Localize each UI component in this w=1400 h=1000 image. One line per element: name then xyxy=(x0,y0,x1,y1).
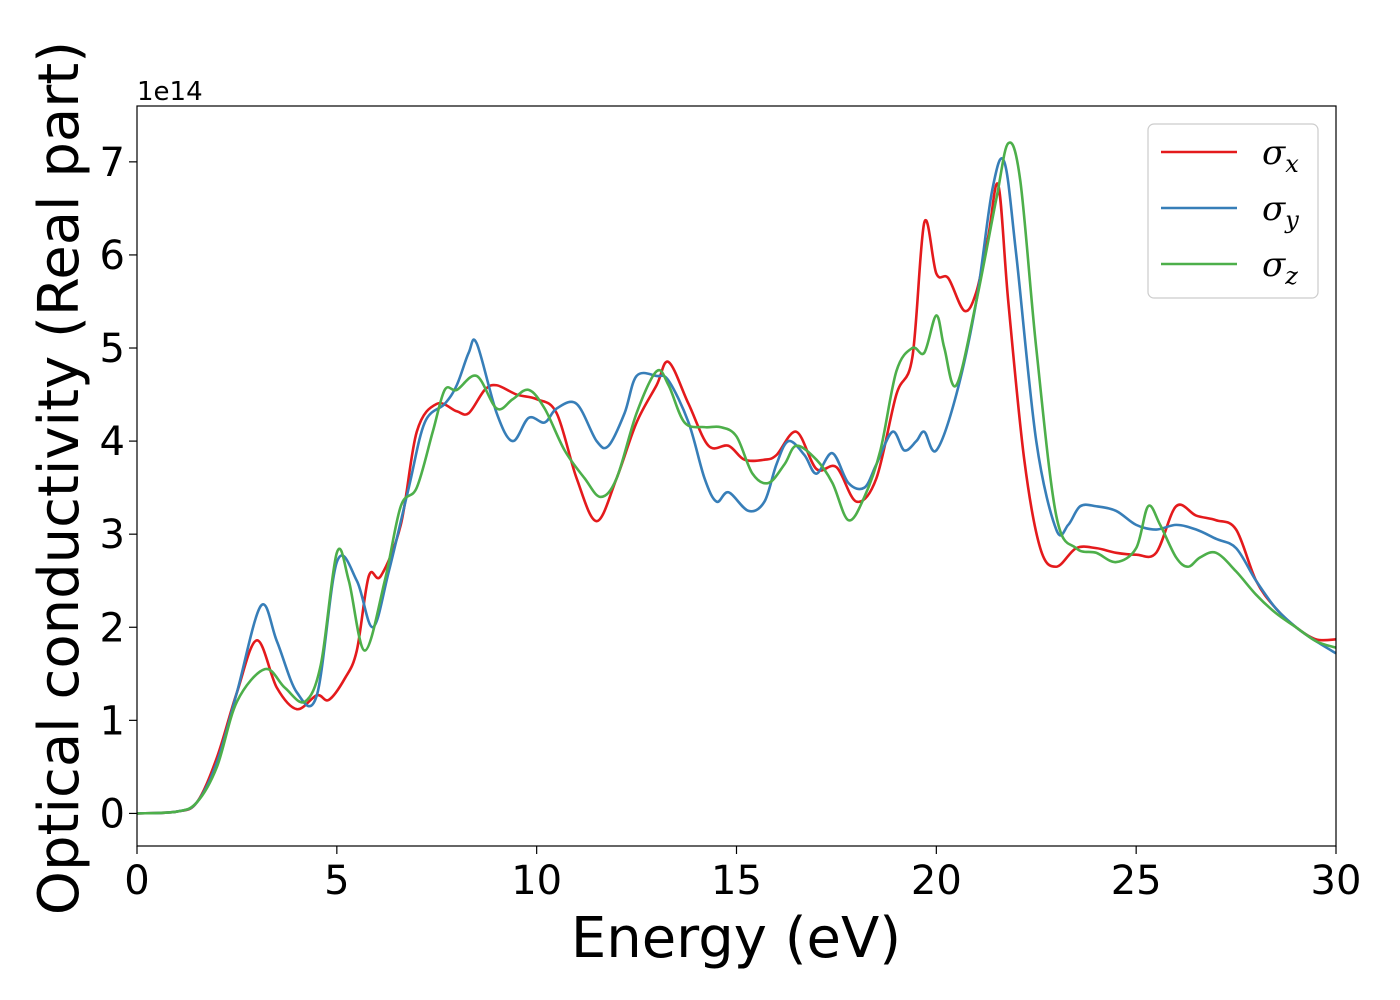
series-line-sigma-x xyxy=(136,182,1337,815)
y-tick-label: 0 xyxy=(100,791,125,837)
legend-label-sigma-y: σy xyxy=(1262,189,1299,234)
legend-frame xyxy=(1147,123,1319,299)
y-tick-label: 1 xyxy=(100,698,125,744)
y-axis-title: Optical conductivity (Real part) xyxy=(27,41,92,915)
x-tick-label: 20 xyxy=(911,858,962,904)
x-axis-title: Energy (eV) xyxy=(571,906,901,971)
x-axis-ticks: 0 5 10 15 20 25 30 xyxy=(124,846,1361,904)
x-tick-label: 5 xyxy=(324,858,349,904)
y-tick-label: 6 xyxy=(100,233,125,279)
x-tick-label: 15 xyxy=(711,858,762,904)
y-offset-label: 1e14 xyxy=(137,77,203,107)
y-tick-label: 3 xyxy=(100,512,125,558)
y-tick-label: 7 xyxy=(100,140,125,186)
plot-background xyxy=(137,106,1336,846)
y-tick-label: 2 xyxy=(100,605,125,651)
y-tick-label: 4 xyxy=(100,419,125,465)
x-tick-label: 30 xyxy=(1311,858,1362,904)
y-tick-label: 5 xyxy=(100,326,125,372)
y-axis-ticks: 0 1 2 3 4 5 6 7 xyxy=(100,140,137,837)
series-line-sigma-y xyxy=(136,157,1337,815)
series-layer xyxy=(136,141,1337,815)
x-tick-label: 0 xyxy=(124,858,149,904)
series-line-sigma-z xyxy=(136,141,1337,815)
x-tick-label: 25 xyxy=(1111,858,1162,904)
x-tick-label: 10 xyxy=(511,858,562,904)
